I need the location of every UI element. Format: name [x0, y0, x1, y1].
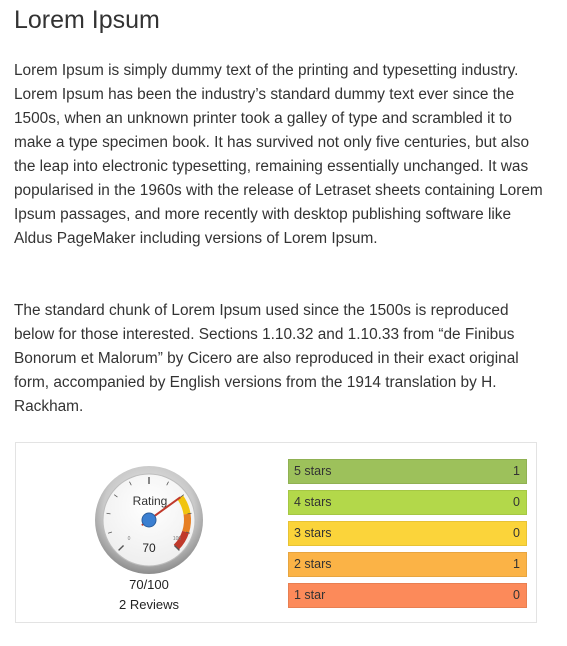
- rating-bar-label: 1 star: [294, 588, 326, 602]
- rating-gauge: Rating 0 100 70: [94, 465, 204, 575]
- rating-bar-4-stars[interactable]: 4 stars 0: [288, 490, 527, 515]
- rating-bar-label: 4 stars: [294, 495, 332, 509]
- rating-bar-count: 0: [513, 588, 520, 602]
- article-paragraph-1: Lorem Ipsum is simply dummy text of the …: [14, 62, 543, 247]
- gauge-tick: [185, 531, 191, 534]
- rating-bar-1-star[interactable]: 1 star 0: [288, 583, 527, 608]
- gauge-label: Rating: [133, 494, 168, 508]
- gauge-min-label: 0: [128, 536, 131, 542]
- gauge-band-3: [173, 530, 189, 550]
- rating-bar-2-stars[interactable]: 2 stars 1: [288, 552, 527, 577]
- gauge-hub: [141, 512, 157, 528]
- gauge-value: 70: [142, 541, 156, 555]
- rating-breakdown: 5 stars 1 4 stars 0 3 stars 0 2 stars 1 …: [288, 459, 527, 614]
- rating-bar-count: 0: [513, 526, 520, 540]
- gauge-color-bands: [173, 495, 191, 550]
- rating-bar-5-stars[interactable]: 5 stars 1: [288, 459, 527, 484]
- rating-gauge-dial: Rating 0 100 70: [95, 466, 203, 574]
- gauge-band-2: [182, 513, 191, 533]
- rating-bar-count: 1: [513, 557, 520, 571]
- gauge-tick: [173, 544, 180, 551]
- review-count: 2 Reviews: [119, 597, 179, 612]
- page-title: Lorem Ipsum: [14, 6, 160, 34]
- rating-bar-label: 3 stars: [294, 526, 332, 540]
- gauge-tick: [106, 512, 111, 515]
- gauge-tick: [107, 531, 113, 534]
- article-paragraph-2: The standard chunk of Lorem Ipsum used s…: [14, 302, 519, 415]
- gauge-band-1: [177, 495, 191, 515]
- rating-bar-label: 5 stars: [294, 464, 332, 478]
- gauge-tick: [180, 494, 185, 498]
- rating-bar-count: 0: [513, 495, 520, 509]
- gauge-tick: [187, 512, 192, 515]
- rating-bar-3-stars[interactable]: 3 stars 0: [288, 521, 527, 546]
- gauge-tick: [118, 544, 125, 551]
- gauge-tick: [113, 494, 118, 498]
- gauge-max-label: 100: [173, 536, 182, 542]
- rating-widget: Rating 0 100 70 70/100 2 Reviews 5 stars…: [15, 442, 537, 623]
- gauge-tick: [166, 481, 169, 486]
- rating-score: 70/100: [129, 577, 169, 592]
- gauge-tick: [129, 481, 132, 486]
- gauge-ticks: [106, 477, 192, 551]
- rating-bar-label: 2 stars: [294, 557, 332, 571]
- rating-bar-count: 1: [513, 464, 520, 478]
